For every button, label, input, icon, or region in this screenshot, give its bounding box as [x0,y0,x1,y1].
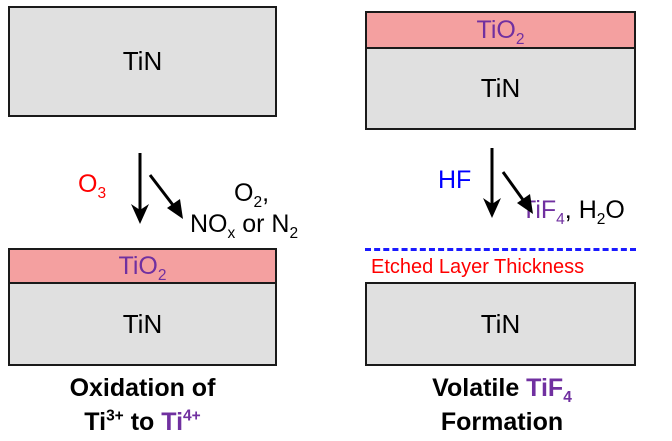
right-caption: Volatile TiF4 Formation [382,371,622,439]
etched-layer-thickness-label: Etched Layer Thickness [371,256,585,278]
right-tin-label-top: TiN [480,73,521,103]
right-down-arrow-icon [483,148,501,218]
left-diagonal-arrow-icon [148,174,183,219]
right-tin-box-top: TiN [365,47,636,130]
right-products: TiF4, H2O [521,196,625,228]
left-product-nox-n2: NOx or N2 [190,210,299,242]
left-tio2-label: TiO2 [118,251,167,284]
left-tin-box-top: TiN [8,6,277,117]
left-down-arrow-icon [131,153,149,224]
right-caption-line2: Formation [440,408,564,436]
left-tin-label-bottom: TiN [122,308,163,339]
right-reactant-hf: HF [438,166,472,194]
left-caption-line1: Oxidation of [69,374,216,402]
left-caption-line2: Ti3+ to Ti4+ [84,407,201,436]
left-tio2-layer: TiO2 [8,248,277,284]
right-diagonal-arrow-icon [501,171,533,214]
left-tin-label-top: TiN [122,46,163,76]
right-tin-label-bottom: TiN [480,308,521,339]
left-tin-box-bottom: TiN [8,282,277,366]
right-tio2-layer: TiO2 [365,11,636,49]
right-caption-line1: Volatile TiF4 [432,374,572,406]
right-tio2-label: TiO2 [476,15,525,48]
left-caption: Oxidation of Ti3+ to Ti4+ [20,371,265,439]
left-reactant-o3: O3 [78,170,107,202]
etched-dashed-line [365,248,636,251]
right-tin-box-bottom: TiN [365,282,636,366]
left-product-o2: O2, [234,179,270,211]
